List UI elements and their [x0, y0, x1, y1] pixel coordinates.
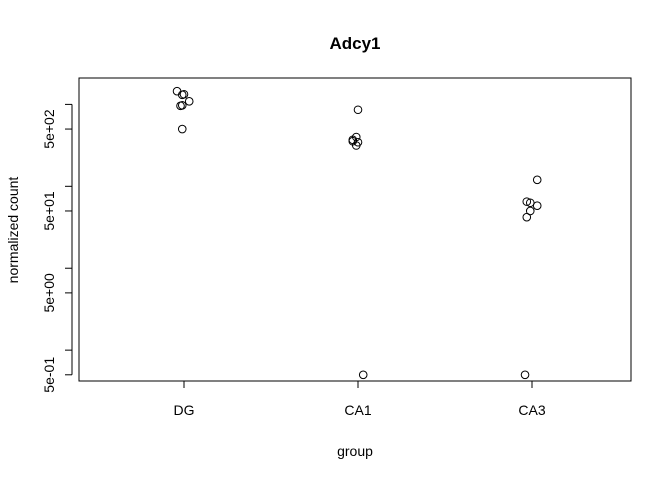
data-point-ca1 [353, 105, 363, 115]
y-tick-label: 5e-01 [41, 357, 57, 393]
y-axis: 5e-01 5e+00 5e+01 5e+02 [41, 103, 73, 393]
data-point-dg [172, 86, 182, 96]
y-tick-label: 5e+02 [41, 109, 57, 149]
y-axis-label: normalized count [5, 177, 21, 284]
x-axis: DG CA1 CA3 [174, 381, 546, 418]
x-tick-label: DG [174, 402, 195, 418]
data-points [172, 86, 542, 380]
data-point-ca3 [532, 201, 542, 210]
data-point-ca3 [532, 175, 542, 185]
data-point-ca3 [525, 198, 535, 208]
plot-frame [78, 77, 632, 382]
x-tick-label: CA1 [344, 402, 371, 418]
data-point-ca1 [358, 370, 368, 380]
y-tick-label: 5e+01 [41, 191, 57, 231]
data-point-ca3 [520, 370, 530, 380]
data-point-dg [184, 97, 194, 106]
y-tick-label: 5e+00 [41, 273, 57, 313]
data-point-dg [177, 124, 187, 134]
data-point-ca1 [351, 141, 361, 150]
data-point-dg [177, 100, 187, 110]
chart-title: Adcy1 [329, 34, 380, 53]
data-point-dg [179, 89, 189, 99]
x-tick-label: CA3 [518, 402, 545, 418]
data-point-ca3 [522, 212, 532, 222]
data-point-ca3 [522, 197, 532, 206]
x-axis-label: group [337, 443, 373, 459]
